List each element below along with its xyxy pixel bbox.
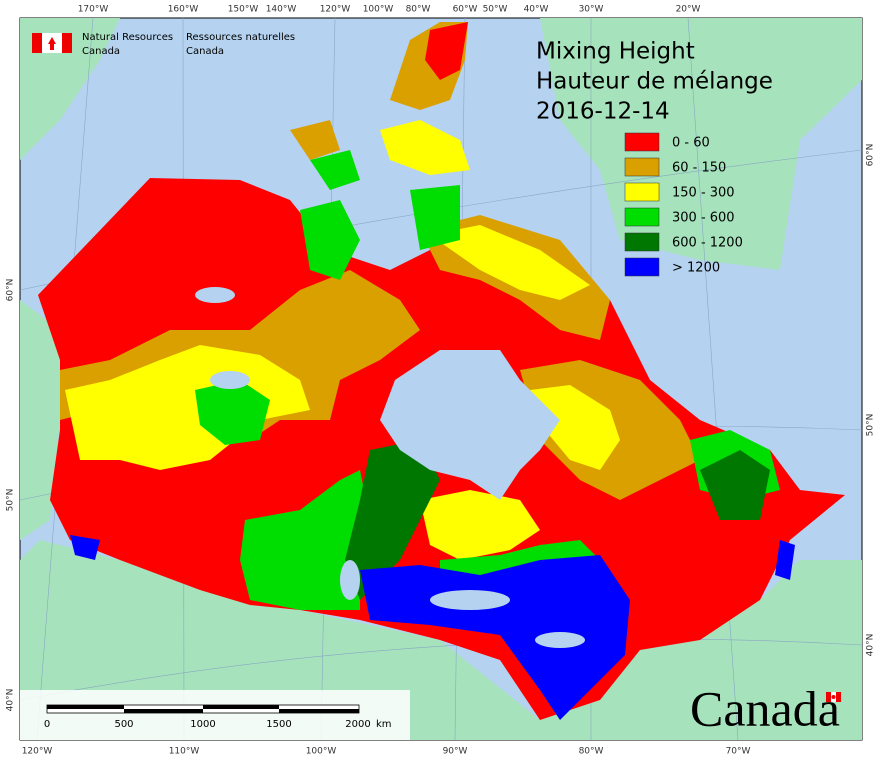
alaska-south <box>20 300 60 540</box>
graticule-label: 20°W <box>676 5 701 15</box>
graticule-label: 80°W <box>406 5 431 15</box>
graticule-label: 40°N <box>6 689 16 712</box>
zone <box>410 185 460 250</box>
graticule-label: 60°N <box>6 279 16 302</box>
graticule-label: 90°W <box>443 747 468 757</box>
graticule-label: 40°N <box>866 634 876 657</box>
zone <box>420 490 540 560</box>
zone <box>65 345 310 470</box>
zone <box>530 385 620 470</box>
title: Hauteur de mélange <box>536 69 773 95</box>
alaska <box>20 18 120 160</box>
legend-swatch <box>624 257 660 277</box>
legend-label: 60 - 150 <box>672 161 726 176</box>
graticule-label: 100°W <box>306 747 337 757</box>
zone <box>430 225 590 300</box>
zone <box>380 120 470 175</box>
legend-label: 0 - 60 <box>672 136 710 151</box>
scale-label: 0 <box>44 719 50 730</box>
agency-en: Natural Resources <box>82 32 173 43</box>
zone <box>195 380 270 445</box>
scale-label: 1000 <box>190 719 215 730</box>
legend-label: > 1200 <box>672 261 720 276</box>
flag-icon <box>32 33 72 53</box>
graticule-label: 40°W <box>524 5 549 15</box>
zone <box>425 22 468 80</box>
agency-fr: Ressources naturelles <box>186 32 295 43</box>
legend-swatch <box>624 232 660 252</box>
graticule-label: 120°W <box>22 747 53 757</box>
graticule-label: 60°W <box>453 5 478 15</box>
legend-swatch <box>624 132 660 152</box>
graticule-label: 60°N <box>866 144 876 167</box>
graticule-label: 120°W <box>320 5 351 15</box>
graticule-label: 70°W <box>726 747 751 757</box>
wordmark-flag <box>826 692 841 702</box>
hudson-bay <box>380 350 560 500</box>
graticule-label: 100°W <box>363 5 394 15</box>
legend-swatch <box>624 207 660 227</box>
graticule-label: 80°W <box>579 747 604 757</box>
graticule-label: 50°N <box>6 489 16 512</box>
scale-label: 2000 <box>345 719 370 730</box>
iceland-area <box>740 18 840 110</box>
graticule-label: 50°W <box>483 5 508 15</box>
wordmark: Canada <box>690 680 840 736</box>
date: 2016-12-14 <box>536 99 670 125</box>
zone <box>360 555 630 720</box>
zone <box>700 450 770 520</box>
lakes <box>195 287 585 648</box>
legend-label: 600 - 1200 <box>672 236 743 251</box>
legend-label: 300 - 600 <box>672 211 735 226</box>
title: Mixing Height <box>536 39 695 65</box>
zone <box>70 535 100 560</box>
scale-bar <box>20 690 410 740</box>
zone <box>290 120 340 160</box>
zone <box>240 470 370 610</box>
zone <box>775 540 795 580</box>
agency-fr: Canada <box>186 46 224 57</box>
zone <box>345 440 440 600</box>
graticule-label: 140°W <box>266 5 297 15</box>
legend-swatch <box>624 182 660 202</box>
zone <box>300 200 360 280</box>
graticule-label: 160°W <box>168 5 199 15</box>
graticule-label: 170°W <box>78 5 109 15</box>
scale-label: 1500 <box>266 719 291 730</box>
scale-unit: km <box>376 719 392 730</box>
graticule-label: 110°W <box>169 747 200 757</box>
legend-label: 150 - 300 <box>672 186 735 201</box>
legend-swatch <box>624 157 660 177</box>
graticule-label: 30°W <box>579 5 604 15</box>
agency-en: Canada <box>82 46 120 57</box>
graticule-label: 50°N <box>866 414 876 437</box>
graticule-label: 150°W <box>228 5 259 15</box>
zone <box>310 150 360 190</box>
scale-label: 500 <box>114 719 133 730</box>
